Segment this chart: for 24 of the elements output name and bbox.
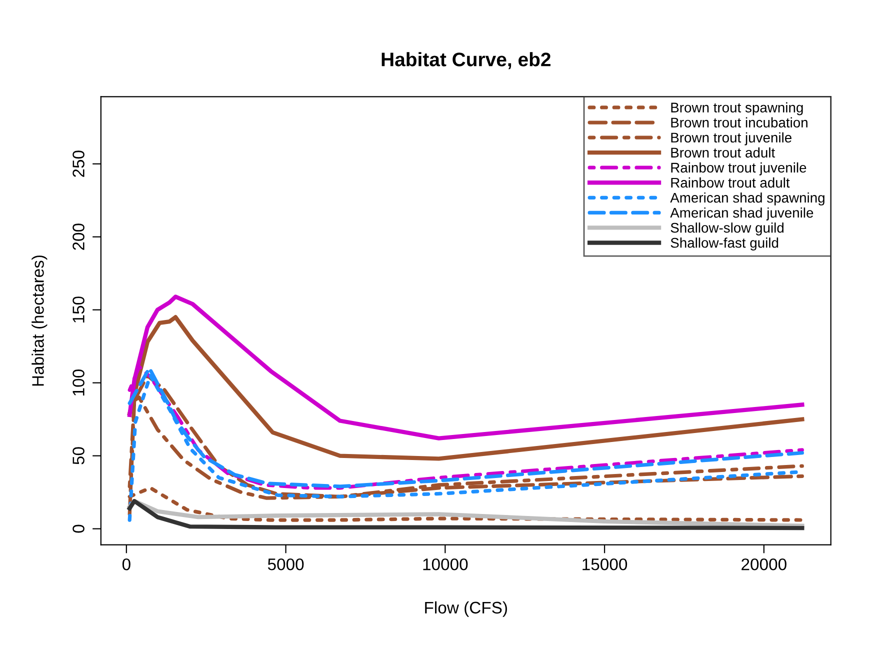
y-tick-label: 150: [72, 296, 84, 322]
x-tick-label: 5000: [268, 558, 304, 570]
legend-label: Rainbow trout juvenile: [671, 162, 806, 176]
legend-label: Brown trout incubation: [671, 117, 808, 128]
legend-label: Rainbow trout adult: [671, 177, 790, 188]
legend-label: Brown trout spawning: [671, 102, 803, 116]
legend-label: Shallow-fast guild: [670, 238, 778, 250]
y-tick-label: 200: [72, 224, 84, 250]
y-axis-title: Habitat (hectares): [32, 256, 48, 386]
legend-label: American shad juvenile: [670, 207, 814, 220]
legend-label: Brown trout adult: [671, 147, 776, 158]
y-tick-label: 250: [72, 150, 84, 177]
x-axis-title: Flow (CFS): [425, 601, 507, 617]
legend-label: Shallow-slow guild: [670, 222, 784, 236]
y-tick-label: 0: [72, 524, 84, 533]
legend-label: Brown trout juvenile: [671, 132, 792, 146]
x-tick-label: 15000: [582, 558, 628, 570]
x-tick-label: 20000: [742, 558, 786, 570]
x-tick-label: 10000: [423, 558, 468, 570]
legend-label: American shad spawning: [670, 192, 824, 206]
x-tick-label: 0: [122, 558, 130, 570]
chart-title: Habitat Curve, eb2: [382, 52, 550, 70]
y-tick-label: 50: [72, 447, 84, 464]
y-tick-label: 100: [72, 370, 84, 396]
